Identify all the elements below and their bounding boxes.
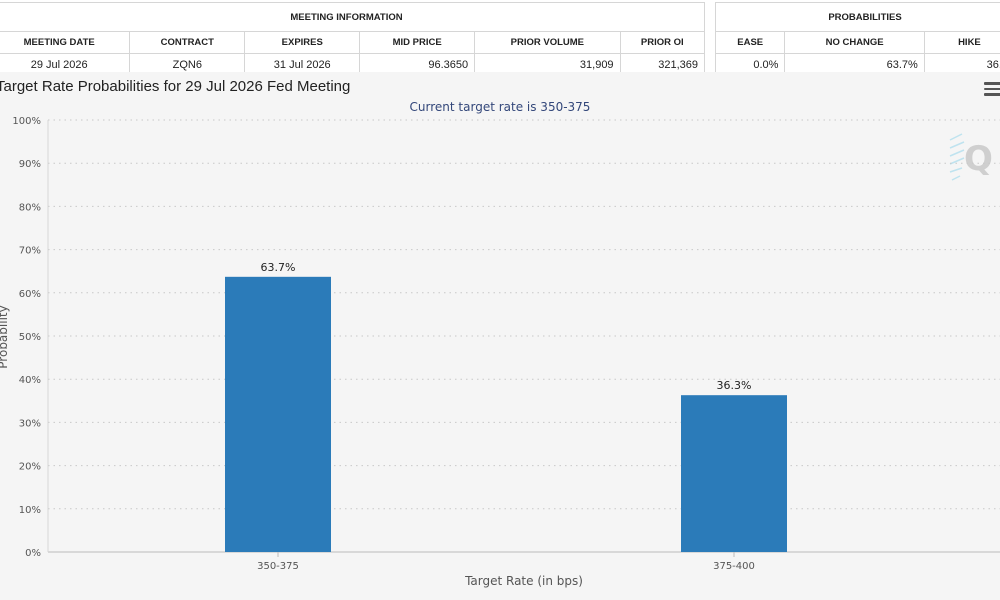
cell-mid-price: 96.3650	[359, 53, 476, 76]
bar[interactable]	[681, 395, 787, 552]
probabilities-header: PROBABILITIES	[715, 2, 1000, 32]
table-row: 29 Jul 2026 ZQN6 31 Jul 2026 96.3650 31,…	[0, 53, 706, 76]
x-tick-label: 350-375	[257, 561, 299, 572]
menu-icon[interactable]	[984, 82, 1000, 96]
table-row: 0.0% 63.7% 36.3	[714, 53, 1000, 76]
bar[interactable]	[225, 276, 331, 552]
meeting-information-table: MEETING INFORMATION MEETING DATE CONTRAC…	[0, 2, 706, 76]
y-tick-label: 20%	[19, 462, 41, 473]
y-tick-label: 0%	[25, 548, 41, 559]
svg-text:Q: Q	[964, 139, 993, 179]
chart-title: Target Rate Probabilities for 29 Jul 202…	[0, 78, 351, 95]
meeting-information-header: MEETING INFORMATION	[0, 2, 705, 32]
cell-expires: 31 Jul 2026	[244, 53, 361, 76]
y-tick-label: 10%	[19, 505, 41, 516]
probabilities-table: PROBABILITIES EASE NO CHANGE HIKE 0.0% 6…	[714, 2, 1000, 76]
x-axis-title: Target Rate (in bps)	[464, 574, 583, 588]
y-tick-label: 90%	[19, 159, 41, 170]
data-label: 63.7%	[261, 261, 296, 274]
cell-meeting-date: 29 Jul 2026	[0, 53, 131, 76]
y-tick-label: 70%	[19, 246, 41, 257]
x-tick-label: 375-400	[713, 561, 755, 572]
y-tick-label: 60%	[19, 289, 41, 300]
cell-prior-oi: 321,369	[619, 53, 706, 76]
y-tick-label: 50%	[19, 332, 41, 343]
y-tick-label: 30%	[19, 418, 41, 429]
y-axis-title: Probability	[0, 305, 10, 368]
watermark-logo-icon: Q	[949, 133, 993, 181]
data-label: 36.3%	[717, 379, 752, 392]
y-tick-label: 100%	[12, 116, 41, 127]
chart-subtitle: Current target rate is 350-375	[409, 100, 591, 114]
y-tick-label: 80%	[19, 202, 41, 213]
y-tick-label: 40%	[19, 375, 41, 386]
